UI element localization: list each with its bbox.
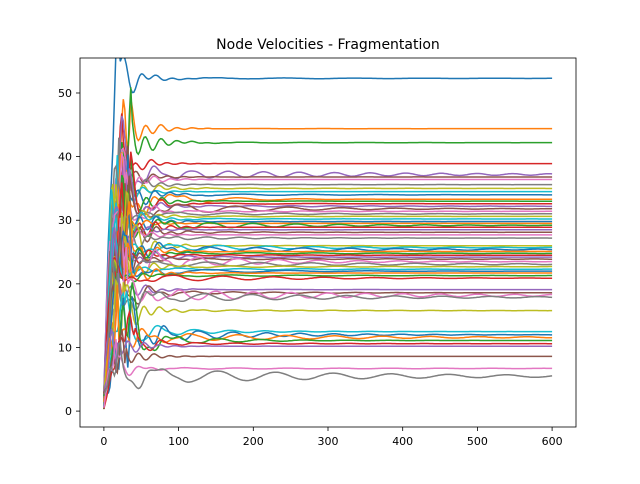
series-line	[103, 178, 553, 391]
series-line	[103, 183, 553, 407]
y-tick-label: 40	[58, 151, 72, 164]
series-line	[103, 246, 553, 401]
series-line	[103, 58, 553, 397]
x-tick-label: 400	[392, 435, 413, 448]
series-line	[103, 113, 553, 393]
y-tick-label: 30	[58, 214, 72, 227]
series-line	[103, 206, 553, 391]
series-line	[103, 235, 553, 396]
series-line	[103, 282, 553, 397]
series-line	[103, 210, 553, 392]
series-line	[103, 151, 553, 393]
y-axis: 0 10 20 30 40 50	[58, 87, 80, 418]
x-tick-label: 500	[467, 435, 488, 448]
series-line	[103, 341, 553, 395]
x-tick-label: 600	[542, 435, 563, 448]
series-line	[103, 190, 553, 404]
y-tick-label: 10	[58, 341, 72, 354]
series-line	[103, 87, 553, 393]
x-tick-label: 0	[100, 435, 107, 448]
series-line	[103, 227, 553, 409]
series-line	[103, 145, 553, 394]
series-line	[103, 329, 553, 395]
series-line	[103, 175, 553, 406]
series-line	[103, 137, 553, 410]
y-tick-label: 0	[65, 405, 72, 418]
series-line	[103, 212, 553, 392]
series-line	[103, 239, 553, 410]
series-line	[103, 291, 553, 407]
y-tick-label: 50	[58, 87, 72, 100]
x-tick-label: 200	[243, 435, 264, 448]
series-line	[103, 328, 553, 392]
series-line	[103, 201, 553, 408]
series-line	[103, 206, 553, 392]
series-line	[103, 278, 553, 391]
series-line	[103, 164, 553, 401]
series-line	[103, 256, 553, 395]
series-line	[103, 203, 553, 397]
series-layer	[103, 58, 553, 410]
series-line	[103, 230, 553, 398]
series-line	[103, 309, 553, 409]
series-line	[103, 182, 553, 392]
series-line	[103, 189, 553, 404]
series-line	[103, 154, 553, 394]
series-line	[103, 217, 553, 405]
series-line	[103, 147, 553, 402]
series-line	[103, 174, 553, 396]
x-tick-label: 100	[168, 435, 189, 448]
series-line	[103, 258, 553, 401]
series-line	[103, 222, 553, 395]
y-tick-label: 20	[58, 278, 72, 291]
series-line	[103, 339, 553, 408]
x-tick-label: 300	[318, 435, 339, 448]
series-line	[103, 210, 553, 399]
series-line	[103, 242, 553, 404]
series-line	[103, 152, 553, 404]
x-axis: 0 100 200 300 400 500 600	[100, 427, 563, 448]
chart-title: Node Velocities - Fragmentation	[216, 37, 440, 53]
series-line	[103, 227, 553, 393]
series-line	[103, 170, 553, 398]
series-line	[103, 155, 553, 392]
series-line	[103, 98, 553, 394]
